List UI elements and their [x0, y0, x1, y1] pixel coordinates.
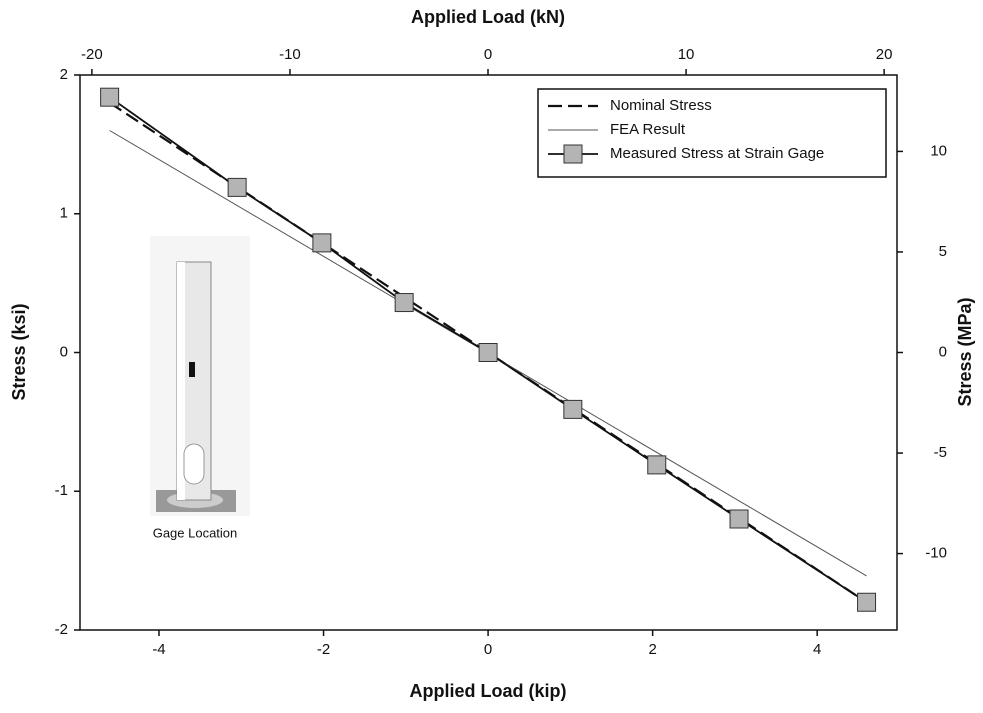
legend-label: Measured Stress at Strain Gage [610, 145, 824, 162]
legend-marker [563, 144, 583, 164]
marker [857, 592, 877, 612]
x-tick-label: 4 [813, 641, 821, 658]
y-tick-label: -1 [55, 482, 68, 499]
legend-label: Nominal Stress [610, 97, 712, 114]
marker [227, 177, 247, 197]
x2-tick-label: 10 [678, 46, 695, 63]
x2-axis-label: Applied Load (kN) [411, 7, 565, 27]
legend-label: FEA Result [610, 121, 686, 138]
y-tick-label: -2 [55, 621, 68, 638]
x-tick-label: 0 [484, 641, 492, 658]
marker [729, 509, 749, 529]
inset-gage [189, 362, 195, 377]
marker [312, 233, 332, 253]
x2-tick-label: -20 [81, 46, 103, 63]
y2-tick-label: -10 [925, 545, 947, 562]
x-axis-label: Applied Load (kip) [410, 681, 567, 701]
inset-label: Gage Location [153, 525, 238, 540]
inset-highlight [177, 262, 185, 500]
y-tick-label: 0 [60, 343, 68, 360]
y-axis-label: Stress (ksi) [9, 303, 29, 400]
y2-tick-label: -5 [934, 444, 947, 461]
x-tick-label: 2 [648, 641, 656, 658]
x-tick-label: -4 [152, 641, 165, 658]
x2-tick-label: 20 [876, 46, 893, 63]
y2-tick-label: 5 [939, 243, 947, 260]
marker [100, 87, 120, 107]
x-tick-label: -2 [317, 641, 330, 658]
inset-drawing: Gage Location [150, 236, 250, 540]
y2-axis-label: Stress (MPa) [955, 297, 975, 406]
y2-tick-label: 0 [939, 343, 947, 360]
x2-tick-label: -10 [279, 46, 301, 63]
inset-opening [183, 443, 205, 485]
y-tick-label: 1 [60, 205, 68, 222]
y-tick-label: 2 [60, 66, 68, 83]
marker [478, 343, 498, 362]
x2-tick-label: 0 [484, 46, 492, 63]
y2-tick-label: 10 [930, 142, 947, 159]
marker [563, 399, 583, 419]
marker [647, 455, 667, 475]
legend [537, 88, 887, 178]
marker [394, 293, 414, 313]
